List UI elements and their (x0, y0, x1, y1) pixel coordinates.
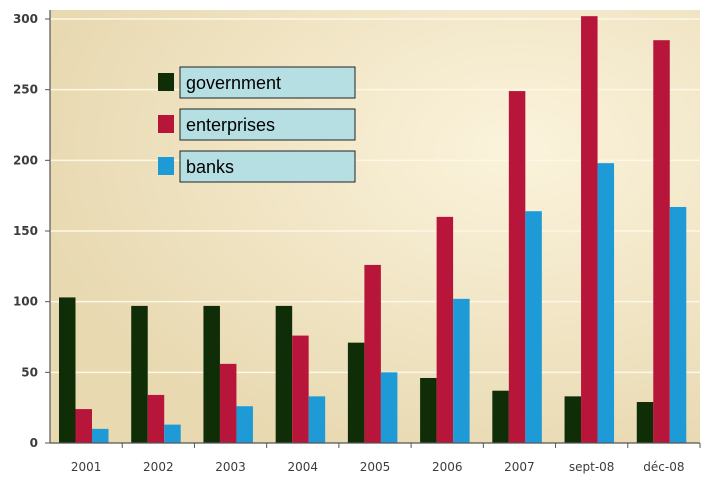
x-tick-label: 2002 (143, 460, 174, 474)
bar-government (636, 402, 654, 443)
bar-government (492, 390, 509, 443)
bar-government (203, 305, 220, 443)
y-tick-label: 250 (13, 83, 38, 97)
x-tick-label: 2007 (504, 460, 535, 474)
bar-enterprises (508, 91, 526, 443)
y-tick-label: 0 (30, 436, 38, 450)
bar-enterprises (436, 216, 454, 443)
x-tick-label: 2001 (71, 460, 102, 474)
legend-swatch-government (158, 73, 174, 91)
bar-enterprises (581, 16, 598, 443)
y-tick-labels: 0 50 100 150 200 250 300 (13, 12, 38, 450)
bar-enterprises (147, 394, 165, 443)
y-tick-label: 200 (13, 153, 38, 167)
bar-banks (380, 372, 398, 443)
bar-banks (92, 428, 109, 443)
x-tick-label: 2005 (360, 460, 391, 474)
x-tick-label: 2006 (432, 460, 463, 474)
legend-label-banks: banks (186, 157, 234, 177)
bar-government (347, 342, 365, 443)
legend-label-enterprises: enterprises (186, 115, 275, 135)
bar-banks (236, 406, 253, 443)
bar-banks (308, 396, 326, 443)
legend-box (179, 66, 356, 99)
bar-banks (164, 424, 181, 443)
bar-enterprises (364, 264, 381, 443)
y-tick-label: 300 (13, 12, 38, 26)
bar-banks (453, 298, 470, 443)
bar-banks (525, 211, 542, 443)
x-tick-label: 2004 (288, 460, 319, 474)
x-tick-labels: 2001 2002 2003 2004 2005 2006 2007 sept-08 déc-0… (71, 460, 685, 474)
bar-government (564, 396, 582, 443)
legend-swatch-enterprises (158, 115, 174, 133)
bar-enterprises (653, 40, 670, 443)
axes (45, 10, 701, 448)
y-tick-label: 150 (13, 224, 38, 238)
bar-government (131, 305, 148, 443)
bar-enterprises (219, 363, 237, 443)
y-tick-label: 100 (13, 295, 38, 309)
x-tick-label: déc-08 (643, 460, 684, 474)
bar-banks (597, 163, 615, 443)
x-tick-label: sept-08 (569, 460, 615, 474)
legend-box (179, 108, 356, 141)
bar-enterprises (75, 409, 92, 443)
bar-government (420, 377, 437, 443)
bar-government (275, 305, 293, 443)
legend-box (179, 150, 356, 183)
bar-government (59, 297, 76, 443)
bars (59, 16, 687, 443)
bar-enterprises (292, 335, 309, 443)
legend-label-government: government (186, 73, 281, 93)
bar-banks (669, 206, 687, 443)
x-tick-label: 2003 (215, 460, 246, 474)
y-tick-label: 50 (21, 365, 38, 379)
legend-swatch-banks (158, 157, 174, 175)
legend: government enterprises banks (158, 66, 356, 183)
